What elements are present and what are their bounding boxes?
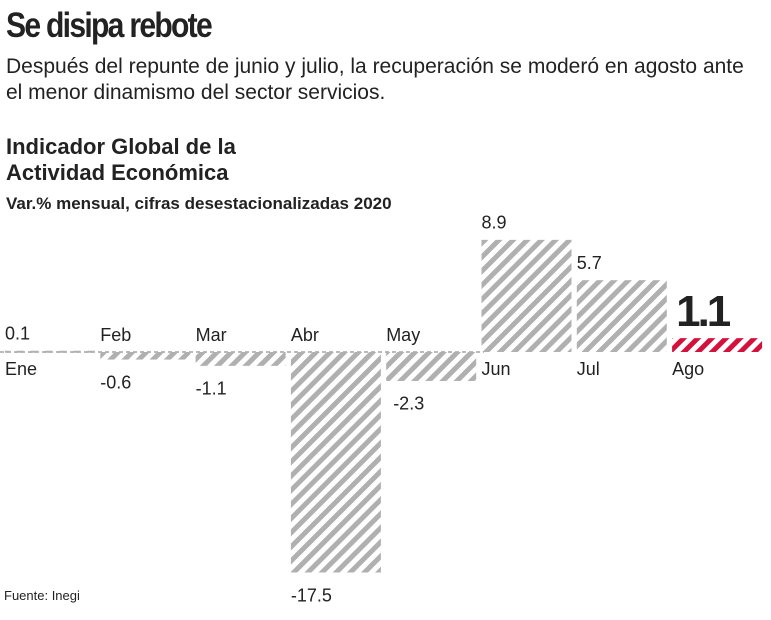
category-label: Mar xyxy=(196,325,227,345)
value-label: -17.5 xyxy=(291,585,332,605)
value-label: 0.1 xyxy=(5,323,30,343)
category-label: Ene xyxy=(5,359,37,379)
value-label: -0.6 xyxy=(100,372,131,392)
bar xyxy=(386,352,477,381)
value-label: 5.7 xyxy=(577,253,602,273)
bar xyxy=(195,352,286,366)
value-label: -1.1 xyxy=(196,379,227,399)
chart-subtitle: Var.% mensual, cifras desestacionalizada… xyxy=(6,194,392,213)
bar xyxy=(576,280,667,352)
bar xyxy=(100,352,191,360)
value-label: 1.1 xyxy=(676,287,731,336)
category-label: Jul xyxy=(577,359,600,379)
bar xyxy=(290,352,381,573)
category-label: Ago xyxy=(672,359,704,379)
bar xyxy=(5,350,95,353)
bar xyxy=(481,239,572,352)
category-label: Jun xyxy=(482,359,511,379)
value-label: 8.9 xyxy=(482,213,507,233)
category-label: May xyxy=(386,325,420,345)
subtitle: Después del repunte de junio y julio, la… xyxy=(6,55,744,104)
value-label: -2.3 xyxy=(393,394,424,414)
chart-title: Indicador Global de la Actividad Económi… xyxy=(6,134,236,185)
title: Se disipa rebote xyxy=(6,6,213,45)
category-label: Feb xyxy=(100,325,131,345)
bar xyxy=(672,338,763,352)
source: Fuente: Inegi xyxy=(4,588,80,603)
category-label: Abr xyxy=(291,325,319,345)
